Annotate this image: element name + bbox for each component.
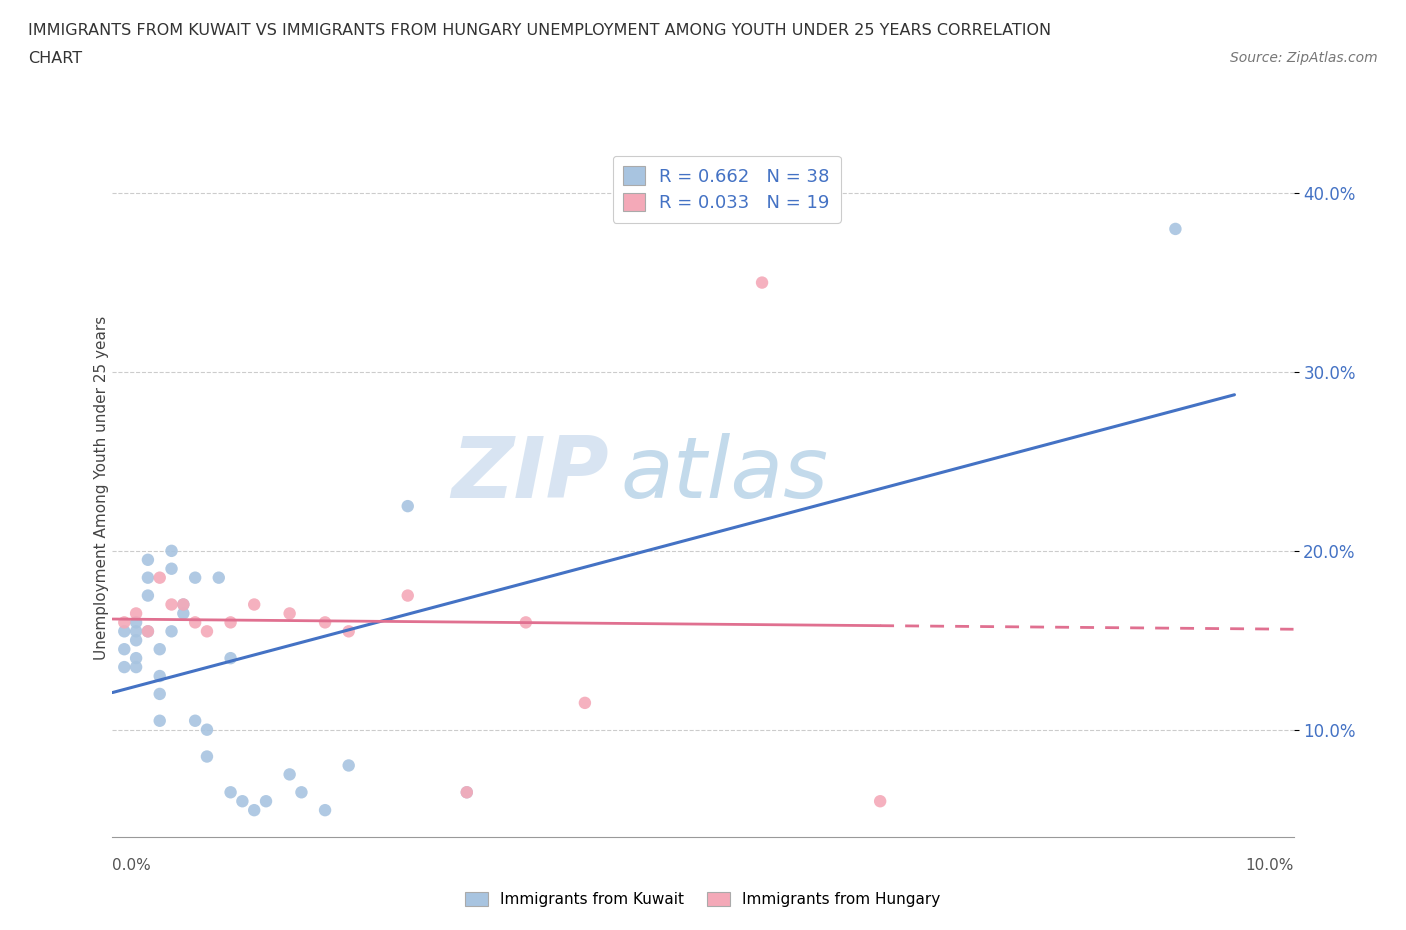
Point — [219, 651, 242, 666]
Point — [112, 624, 135, 639]
Point — [456, 785, 478, 800]
Text: CHART: CHART — [28, 51, 82, 66]
Point — [172, 606, 194, 621]
Text: 10.0%: 10.0% — [1246, 857, 1294, 872]
Point — [136, 624, 159, 639]
Point — [278, 767, 301, 782]
Point — [112, 659, 135, 674]
Point — [337, 624, 360, 639]
Point — [231, 794, 253, 809]
Point — [195, 749, 218, 764]
Point — [149, 669, 172, 684]
Point — [396, 498, 419, 513]
Point — [160, 624, 183, 639]
Point — [314, 615, 336, 630]
Point — [125, 624, 148, 639]
Point — [574, 696, 596, 711]
Text: atlas: atlas — [620, 432, 828, 516]
Point — [149, 642, 172, 657]
Point — [172, 597, 194, 612]
Point — [869, 794, 891, 809]
Point — [149, 713, 172, 728]
Point — [254, 794, 277, 809]
Point — [112, 615, 135, 630]
Point — [160, 562, 183, 577]
Text: IMMIGRANTS FROM KUWAIT VS IMMIGRANTS FROM HUNGARY UNEMPLOYMENT AMONG YOUTH UNDER: IMMIGRANTS FROM KUWAIT VS IMMIGRANTS FRO… — [28, 23, 1052, 38]
Point — [184, 615, 207, 630]
Point — [125, 651, 148, 666]
Point — [195, 723, 218, 737]
Y-axis label: Unemployment Among Youth under 25 years: Unemployment Among Youth under 25 years — [94, 316, 108, 660]
Point — [125, 615, 148, 630]
Point — [125, 606, 148, 621]
Point — [125, 632, 148, 647]
Point — [243, 803, 266, 817]
Point — [219, 785, 242, 800]
Point — [125, 659, 148, 674]
Point — [136, 588, 159, 603]
Text: ZIP: ZIP — [451, 432, 609, 516]
Point — [337, 758, 360, 773]
Point — [278, 606, 301, 621]
Point — [149, 570, 172, 585]
Point — [136, 552, 159, 567]
Legend: Immigrants from Kuwait, Immigrants from Hungary: Immigrants from Kuwait, Immigrants from … — [460, 885, 946, 913]
Legend: R = 0.662   N = 38, R = 0.033   N = 19: R = 0.662 N = 38, R = 0.033 N = 19 — [613, 155, 841, 223]
Text: 0.0%: 0.0% — [112, 857, 152, 872]
Point — [1164, 221, 1187, 236]
Point — [208, 570, 231, 585]
Point — [184, 570, 207, 585]
Point — [195, 624, 218, 639]
Point — [136, 624, 159, 639]
Point — [751, 275, 773, 290]
Point — [172, 597, 194, 612]
Point — [243, 597, 266, 612]
Point — [456, 785, 478, 800]
Point — [184, 713, 207, 728]
Point — [396, 588, 419, 603]
Point — [136, 570, 159, 585]
Point — [314, 803, 336, 817]
Point — [160, 597, 183, 612]
Point — [219, 615, 242, 630]
Text: Source: ZipAtlas.com: Source: ZipAtlas.com — [1230, 51, 1378, 65]
Point — [290, 785, 312, 800]
Point — [515, 615, 537, 630]
Point — [112, 642, 135, 657]
Point — [160, 543, 183, 558]
Point — [149, 686, 172, 701]
